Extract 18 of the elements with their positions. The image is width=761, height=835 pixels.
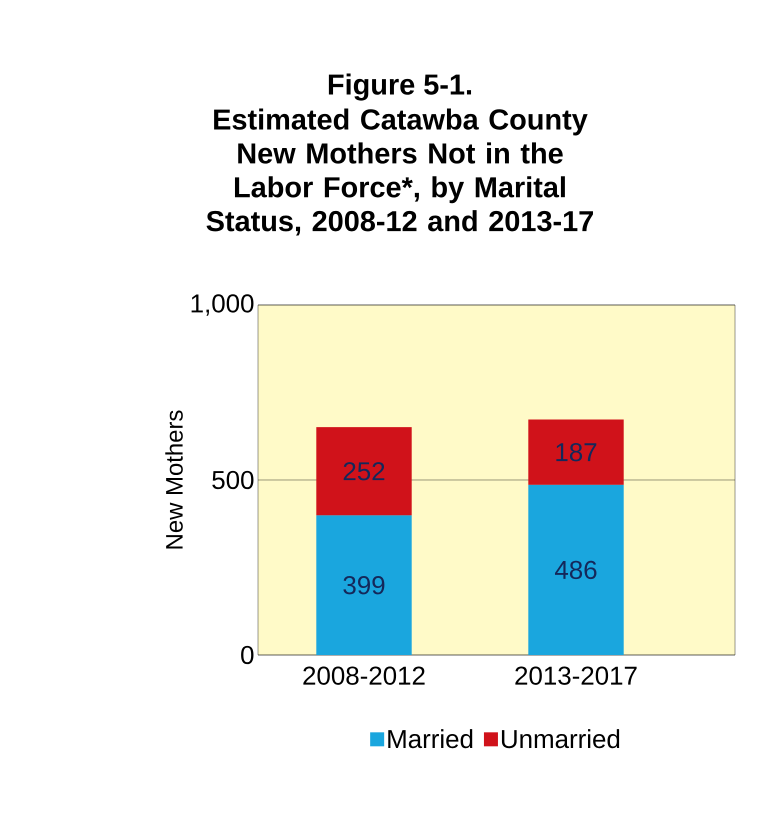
chart-subtitle: Estimated Catawba County New Mothers Not in the Labor Force*, by Marital Status, 2008-12 and 2013-17 — [206, 108, 593, 236]
y-axis-title: New Mothers — [165, 410, 183, 548]
y-tick-label: 0 — [241, 646, 254, 664]
data-label: 252 — [344, 462, 384, 480]
bar — [316, 427, 412, 516]
x-tick-label: 2008-2012 — [303, 666, 425, 685]
chart-title: Figure 5-1. — [328, 74, 472, 101]
data-label: 486 — [554, 560, 596, 580]
legend-label: Unmarried — [502, 729, 620, 748]
bar — [528, 484, 624, 655]
bar — [316, 515, 412, 655]
legend-label: Married — [388, 729, 472, 748]
data-label: 187 — [556, 442, 596, 462]
bar — [528, 419, 624, 485]
y-tick-label: 1,000 — [192, 294, 254, 316]
y-tick-label: 500 — [212, 470, 254, 490]
x-tick-label: 2013-2017 — [515, 666, 637, 685]
data-label: 399 — [343, 576, 384, 594]
